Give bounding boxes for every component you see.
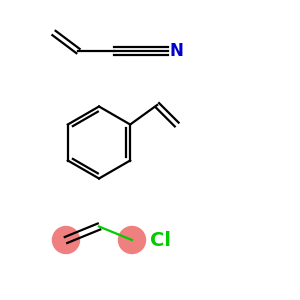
Text: Cl: Cl: [150, 230, 171, 250]
Circle shape: [52, 226, 80, 254]
Circle shape: [118, 226, 146, 254]
Text: N: N: [169, 42, 183, 60]
